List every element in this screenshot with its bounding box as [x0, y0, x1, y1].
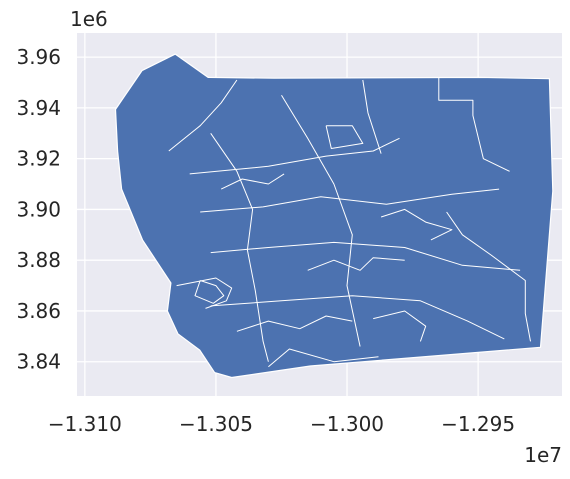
y-tick-label: 3.90 — [16, 197, 61, 221]
region-boundary — [168, 79, 238, 152]
x-tick-label: −1.310 — [48, 412, 122, 436]
x-tick-label: −1.295 — [441, 412, 515, 436]
region-boundary — [373, 310, 427, 342]
region-boundary — [236, 315, 353, 332]
y-tick-label: 3.86 — [16, 299, 61, 323]
region-boundary — [281, 94, 361, 347]
y-tick-label: 3.84 — [16, 350, 61, 374]
x-tick-label: −1.305 — [179, 412, 253, 436]
x-axis-multiplier: 1e7 — [524, 443, 562, 467]
region-boundary — [307, 257, 405, 271]
region-boundary — [438, 77, 510, 172]
y-tick-label: 3.92 — [16, 147, 61, 171]
region-boundary — [176, 277, 233, 309]
region-boundary — [362, 79, 382, 154]
y-tick-label: 3.94 — [16, 96, 61, 120]
region-boundary — [325, 125, 364, 149]
region-boundary — [210, 295, 505, 340]
x-tick-labels: −1.310 −1.305 −1.300 −1.295 — [48, 412, 515, 436]
region-boundary — [210, 241, 521, 271]
y-tick-label: 3.96 — [16, 45, 61, 69]
y-tick-labels: 3.84 3.86 3.88 3.90 3.92 3.94 3.96 — [16, 45, 61, 374]
map-regions — [114, 53, 554, 379]
region-boundary — [220, 173, 285, 190]
y-tick-label: 3.88 — [16, 248, 61, 272]
region-boundary — [194, 280, 225, 304]
region-boundary — [210, 133, 269, 362]
x-tick-label: −1.300 — [310, 412, 384, 436]
region-boundary — [446, 211, 531, 342]
region-boundary — [200, 188, 500, 213]
region-boundary — [268, 348, 379, 368]
region-boundary — [189, 137, 400, 175]
y-axis-multiplier: 1e6 — [70, 7, 108, 31]
region-boundary — [380, 208, 453, 241]
county-outline — [114, 53, 554, 379]
